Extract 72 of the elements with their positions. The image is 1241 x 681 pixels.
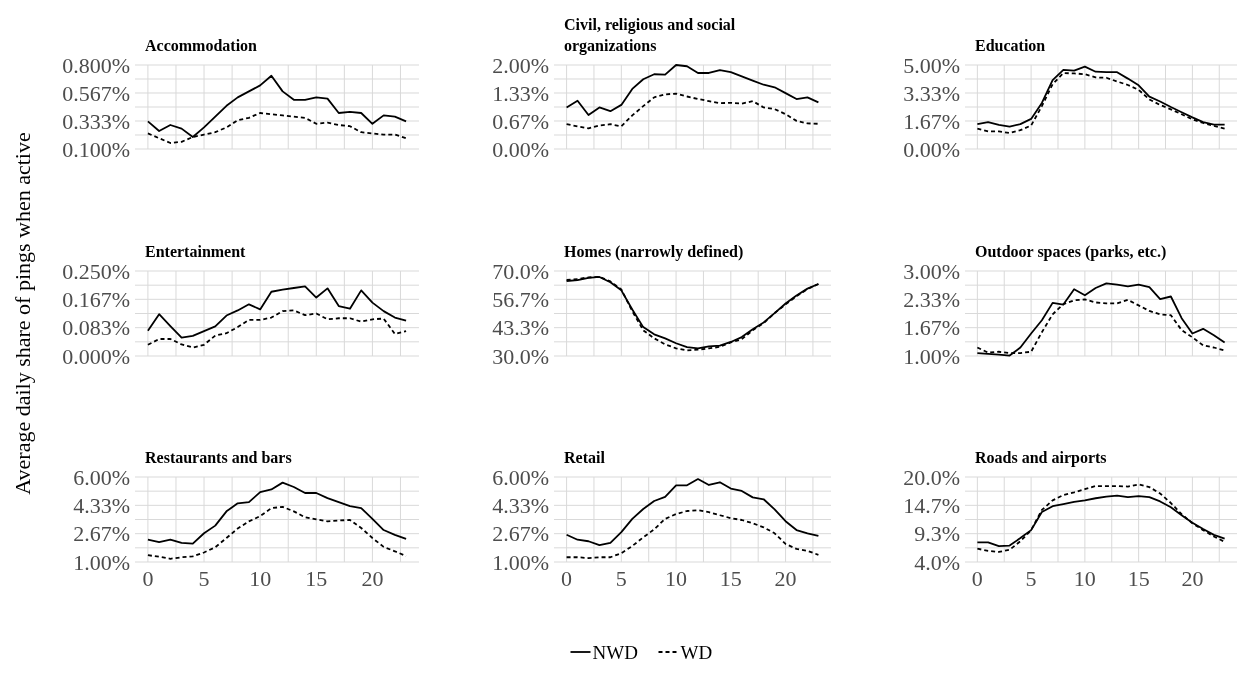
chart-title: Roads and airports: [975, 449, 1107, 467]
x-tick-label: 5: [615, 566, 627, 591]
line-series: [565, 509, 820, 559]
y-tick-label: 0.100%: [62, 136, 130, 162]
chart-title: Education: [975, 37, 1046, 54]
line-series: [565, 92, 820, 130]
y-tick-label: 0.250%: [62, 258, 130, 284]
y-tick-label: 1.33%: [492, 80, 549, 106]
chart-title: Entertainment: [145, 243, 247, 260]
line-series: [147, 481, 407, 545]
y-tick-label: 3.33%: [903, 80, 960, 106]
line-series: [147, 309, 407, 349]
y-tick-label: 1.00%: [492, 549, 549, 575]
x-tick-label: 5: [198, 566, 210, 591]
y-tick-label: 1.00%: [73, 549, 130, 575]
line-series: [565, 478, 820, 547]
chart-title: Homes (narrowly defined): [564, 243, 744, 261]
y-tick-label: 0.00%: [903, 136, 960, 162]
y-tick-label: 14.7%: [903, 493, 960, 519]
y-axis-title: Average daily share of pings when active: [10, 132, 35, 495]
x-tick-label: 15: [1127, 566, 1150, 591]
x-tick-label: 20: [1181, 566, 1204, 591]
y-tick-label: 56.7%: [492, 287, 549, 313]
y-tick-label: 0.67%: [492, 108, 549, 134]
line-series: [565, 64, 820, 116]
y-tick-label: 0.000%: [62, 343, 130, 369]
y-tick-label: 2.00%: [492, 52, 549, 78]
line-series: [976, 282, 1226, 357]
y-tick-label: 0.00%: [492, 136, 549, 162]
x-tick-label: 15: [305, 566, 328, 591]
y-tick-label: 30.0%: [492, 343, 549, 369]
y-tick-label: 2.67%: [492, 521, 549, 547]
y-tick-label: 6.00%: [73, 464, 130, 490]
line-series: [147, 285, 407, 339]
legend-label: WD: [680, 641, 713, 663]
x-tick-label: 10: [665, 566, 688, 591]
x-tick-label: 10: [249, 566, 272, 591]
x-tick-label: 15: [719, 566, 742, 591]
chart-title: Civil, religious and social organizations: [564, 16, 736, 55]
y-tick-label: 1.00%: [903, 343, 960, 369]
y-tick-label: 9.3%: [914, 521, 960, 547]
y-tick-label: 6.00%: [492, 464, 549, 490]
y-tick-label: 3.00%: [903, 258, 960, 284]
y-tick-label: 0.083%: [62, 315, 130, 341]
x-tick-label: 10: [1073, 566, 1096, 591]
y-tick-label: 0.167%: [62, 287, 130, 313]
y-tick-label: 0.800%: [62, 52, 130, 78]
x-tick-label: 20: [361, 566, 384, 591]
x-tick-label: 0: [142, 566, 154, 591]
chart-title: Retail: [564, 449, 606, 466]
y-tick-label: 70.0%: [492, 258, 549, 284]
y-tick-label: 43.3%: [492, 315, 549, 341]
y-tick-label: 0.567%: [62, 80, 130, 106]
y-tick-label: 5.00%: [903, 52, 960, 78]
y-tick-label: 0.333%: [62, 108, 130, 134]
chart-title: Accommodation: [145, 37, 258, 54]
x-tick-label: 5: [1025, 566, 1037, 591]
y-tick-label: 4.33%: [73, 493, 130, 519]
y-tick-label: 4.0%: [914, 549, 960, 575]
x-tick-label: 0: [561, 566, 573, 591]
chart-title: Outdoor spaces (parks, etc.): [975, 243, 1167, 261]
line-series: [976, 483, 1226, 553]
y-tick-label: 1.67%: [903, 108, 960, 134]
y-tick-label: 1.67%: [903, 315, 960, 341]
y-tick-label: 4.33%: [492, 493, 549, 519]
x-tick-label: 20: [774, 566, 797, 591]
chart-title: Restaurants and bars: [145, 449, 292, 466]
y-tick-label: 2.33%: [903, 287, 960, 313]
legend-label: NWD: [592, 641, 638, 663]
x-tick-label: 0: [971, 566, 983, 591]
y-tick-label: 20.0%: [903, 464, 960, 490]
y-tick-label: 2.67%: [73, 521, 130, 547]
